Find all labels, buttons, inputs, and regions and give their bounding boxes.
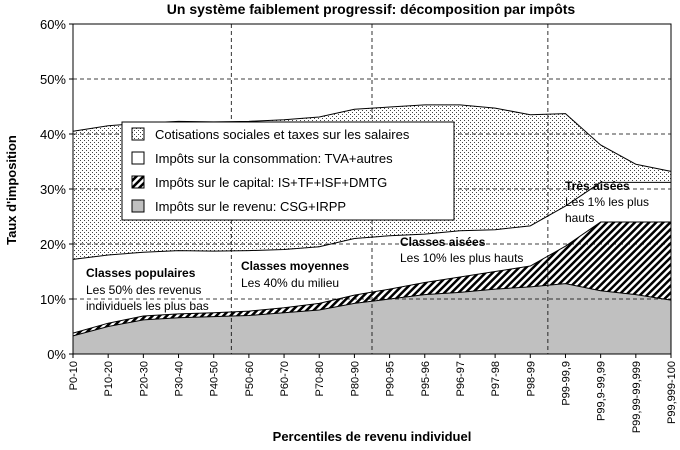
x-axis-label: Percentiles de revenu individuel (273, 429, 472, 444)
y-tick-label: 0% (47, 347, 66, 362)
annotation-aisees-line1: Les 10% les plus hauts (400, 251, 523, 265)
y-tick-label: 40% (40, 127, 66, 142)
x-tick-label: P99,9-99,99 (596, 361, 608, 421)
x-tick-label: P90-95 (385, 361, 397, 396)
x-tick-label: P99,999-100 (666, 361, 678, 424)
y-tick-label: 30% (40, 182, 66, 197)
annotation-moyennes: Classes moyennes Les 40% du milieu (241, 259, 349, 290)
y-tick-label: 20% (40, 237, 66, 252)
y-tick-label: 60% (40, 17, 66, 32)
x-tick-label: P80-90 (349, 361, 361, 396)
y-axis-label: Taux d'imposition (4, 135, 19, 245)
x-tick-label: P70-80 (314, 361, 326, 396)
y-tick-label: 10% (40, 292, 66, 307)
x-tick-label: P30-40 (174, 361, 186, 396)
legend-swatch-consommation (131, 151, 145, 165)
legend-swatch-revenu (131, 199, 145, 213)
x-tick-label: P10-20 (103, 361, 115, 396)
x-tick-label: P95-96 (420, 361, 432, 396)
annotation-populaires: Classes populaires Les 50% des revenus i… (86, 266, 209, 313)
annotation-aisees: Classes aisées Les 10% les plus hauts (400, 235, 523, 265)
x-tick-label: P97-98 (490, 361, 502, 396)
legend-label-cotisations: Cotisations sociales et taxes sur les sa… (155, 127, 410, 142)
x-tick-label: P98-99 (525, 361, 537, 396)
annotation-populaires-title: Classes populaires (86, 266, 196, 280)
annotation-tres-aisees-line2: hauts (565, 211, 594, 225)
x-tick-label: P99,99-99,999 (631, 361, 643, 433)
legend-swatch-cotisations (131, 127, 145, 141)
legend-swatch-capital (131, 175, 145, 189)
area-series-1 (73, 222, 671, 336)
annotation-moyennes-title: Classes moyennes (241, 259, 349, 273)
annotation-moyennes-line1: Les 40% du milieu (241, 276, 339, 290)
series-line-0 (72, 283, 672, 337)
annotation-tres-aisees-line1: Les 1% les plus (565, 195, 649, 209)
annotation-tres-aisees: Très aisées Les 1% les plus hauts (565, 179, 649, 225)
annotation-populaires-line2: individuels les plus bas (86, 299, 209, 313)
x-tick-label: P60-70 (279, 361, 291, 396)
x-tick-label: P96-97 (455, 361, 467, 396)
x-tick-label: P20-30 (138, 361, 150, 396)
annotation-tres-aisees-title: Très aisées (565, 179, 630, 193)
annotation-populaires-line1: Les 50% des revenus (86, 283, 201, 297)
x-tick-label: P99-99,9 (560, 361, 572, 406)
legend-label-capital: Impôts sur le capital: IS+TF+ISF+DMTG (155, 175, 387, 190)
x-tick-label: P40-50 (209, 361, 221, 396)
legend-label-revenu: Impôts sur le revenu: CSG+IRPP (155, 199, 346, 214)
annotation-aisees-title: Classes aisées (400, 235, 486, 249)
x-tick-label: P0-10 (68, 361, 80, 390)
legend-box (121, 121, 455, 221)
legend: Cotisations sociales et taxes sur les sa… (121, 121, 455, 221)
legend-label-consommation: Impôts sur la consommation: TVA+autres (155, 151, 393, 166)
x-tick-label: P50-60 (244, 361, 256, 396)
y-tick-label: 50% (40, 72, 66, 87)
chart-title: Un système faiblement progressif: décomp… (167, 1, 576, 17)
